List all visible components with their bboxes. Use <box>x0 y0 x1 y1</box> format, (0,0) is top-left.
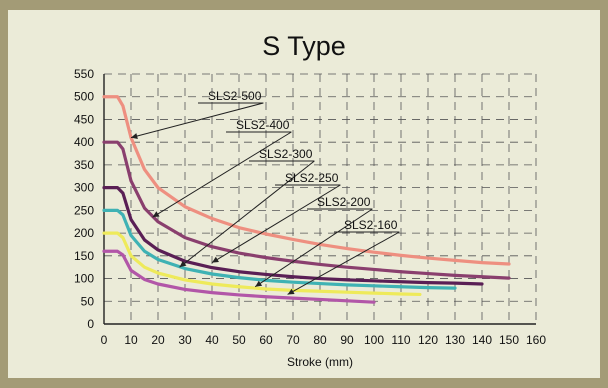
y-tick-label: 50 <box>81 294 95 308</box>
series-label: SLS2-200 <box>317 195 371 209</box>
x-tick-label: 90 <box>340 333 354 347</box>
y-tick-label: 500 <box>74 90 94 104</box>
y-tick-label: 250 <box>74 203 94 217</box>
series-leader-line <box>254 208 373 288</box>
series-label: SLS2-250 <box>285 171 339 185</box>
x-tick-label: 70 <box>286 333 300 347</box>
x-tick-label: 50 <box>232 333 246 347</box>
tick-labels: 0 10 20 30 40 50 60 70 80 90 100 110 120 130 140 150 160… <box>74 67 546 347</box>
series-leader-line <box>179 160 315 268</box>
series-leader-arrow <box>287 288 295 295</box>
series-label: SLS2-300 <box>259 147 313 161</box>
y-tick-label: 350 <box>74 158 94 172</box>
x-tick-label: 0 <box>101 333 108 347</box>
chart-panel: S Type 0 10 20 30 40 50 60 70 80 90 100 110 120 130 14… <box>8 10 600 378</box>
x-tick-label: 40 <box>205 333 219 347</box>
y-tick-label: 450 <box>74 112 94 126</box>
series-line <box>102 186 484 286</box>
series-leader-line <box>130 102 264 139</box>
series-leader-arrow <box>179 260 187 268</box>
series-line <box>102 95 511 266</box>
x-tick-label: 60 <box>259 333 273 347</box>
x-tick-label: 30 <box>178 333 192 347</box>
y-tick-label: 200 <box>74 226 94 240</box>
y-tick-label: 550 <box>74 67 94 81</box>
x-tick-label: 110 <box>391 333 410 347</box>
axes <box>103 74 536 325</box>
series-leader-arrow <box>152 211 160 218</box>
y-tick-label: 300 <box>74 181 94 195</box>
chart-title: S Type <box>262 31 346 61</box>
series-leader-arrow <box>212 256 219 263</box>
series-lines <box>102 95 511 304</box>
series-label: SLS2-400 <box>236 118 290 132</box>
series-line <box>102 140 511 280</box>
x-tick-label: 160 <box>526 333 546 347</box>
x-tick-label: 10 <box>124 333 138 347</box>
x-tick-label: 120 <box>418 333 438 347</box>
series-line <box>102 231 422 297</box>
series-line <box>102 208 457 290</box>
x-tick-label: 20 <box>151 333 165 347</box>
y-tick-label: 0 <box>87 317 94 331</box>
x-tick-label: 130 <box>445 333 465 347</box>
series-label: SLS2-160 <box>344 218 398 232</box>
chart-svg: S Type 0 10 20 30 40 50 60 70 80 90 100 110 120 130 14… <box>74 31 546 369</box>
y-tick-label: 150 <box>74 249 94 263</box>
series-leader-line <box>152 131 292 218</box>
y-tick-label: 400 <box>74 135 94 149</box>
x-tick-label: 100 <box>364 333 384 347</box>
x-tick-label: 80 <box>313 333 327 347</box>
series-line <box>102 249 376 304</box>
series-leader-line <box>211 184 341 264</box>
x-tick-label: 140 <box>472 333 492 347</box>
series-label: SLS2-500 <box>208 89 262 103</box>
y-tick-label: 100 <box>74 272 94 286</box>
x-tick-label: 150 <box>499 333 519 347</box>
series-leader-arrow <box>131 133 138 139</box>
series-leader-line <box>287 231 400 295</box>
x-axis-label: Stroke (mm) <box>287 355 353 369</box>
series-annotations: SLS2-500 SLS2-400 SLS2-300 SLS2-250 SLS2-200… <box>130 89 400 295</box>
series-leader-arrow <box>255 280 263 287</box>
